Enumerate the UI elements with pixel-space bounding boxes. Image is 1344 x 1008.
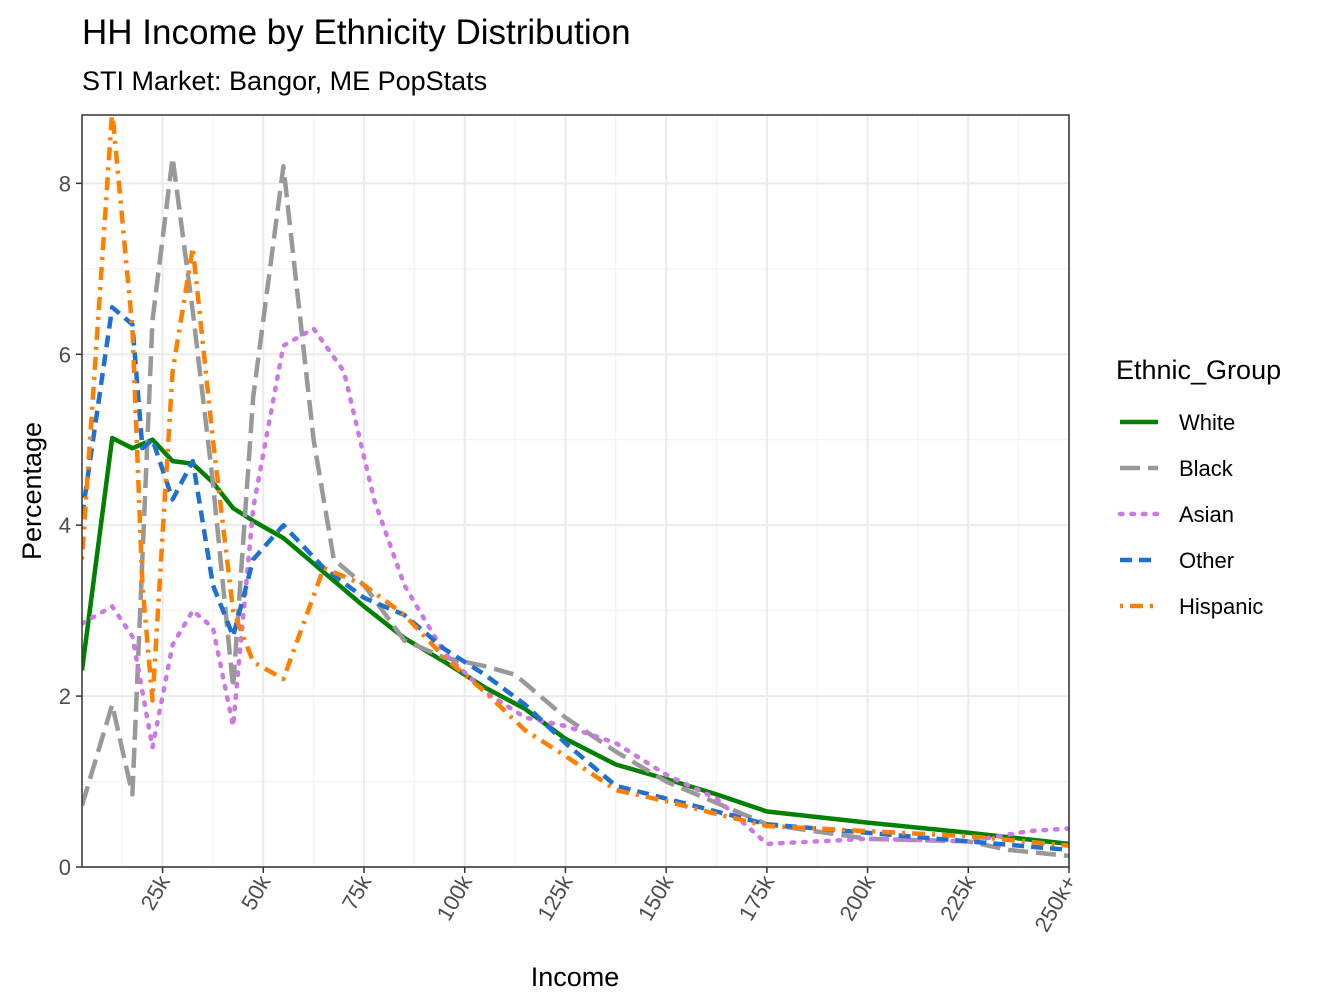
legend-label-asian: Asian: [1179, 502, 1234, 527]
chart-subtitle: STI Market: Bangor, ME PopStats: [82, 66, 487, 96]
x-tick-label: 25k: [136, 870, 176, 914]
x-tick-label: 100k: [432, 870, 478, 925]
legend-title: Ethnic_Group: [1116, 355, 1281, 385]
x-tick-label: 150k: [633, 870, 679, 925]
plot-panel-border: [81, 114, 1070, 868]
legend-label-hispanic: Hispanic: [1179, 594, 1263, 619]
y-tick-label: 8: [59, 171, 71, 196]
x-tick-label: 200k: [834, 870, 880, 925]
series-line-white: [82, 435, 1069, 847]
x-axis-title: Income: [531, 962, 620, 992]
y-axis: 0 2 4 6 8: [59, 171, 82, 880]
x-axis: 25k 50k 75k 100k 125k 150k 175k 200k 225k 250k+: [136, 867, 1081, 936]
minor-gridlines: [82, 115, 1069, 867]
series-line-hispanic: [82, 115, 1069, 848]
x-tick-label: 75k: [337, 870, 377, 914]
legend: Ethnic_Group White Black Asian Other Hispani…: [1116, 355, 1281, 619]
y-tick-label: 0: [59, 855, 71, 880]
legend-label-black: Black: [1179, 456, 1234, 481]
x-tick-label: 250k+: [1029, 871, 1081, 936]
y-axis-title: Percentage: [17, 422, 47, 560]
series-line-black: [82, 155, 1069, 859]
series-lines: [82, 115, 1069, 859]
y-tick-label: 6: [59, 342, 71, 367]
legend-label-white: White: [1179, 410, 1235, 435]
x-tick-label: 225k: [935, 870, 981, 925]
chart-title: HH Income by Ethnicity Distribution: [82, 13, 631, 52]
series-line-other: [82, 305, 1069, 853]
x-tick-label: 175k: [734, 870, 780, 925]
x-tick-label: 125k: [532, 870, 578, 925]
series-line-asian: [82, 326, 1069, 847]
legend-label-other: Other: [1179, 548, 1234, 573]
x-tick-label: 50k: [236, 870, 276, 914]
y-tick-label: 2: [59, 684, 71, 709]
y-tick-label: 4: [59, 513, 71, 538]
